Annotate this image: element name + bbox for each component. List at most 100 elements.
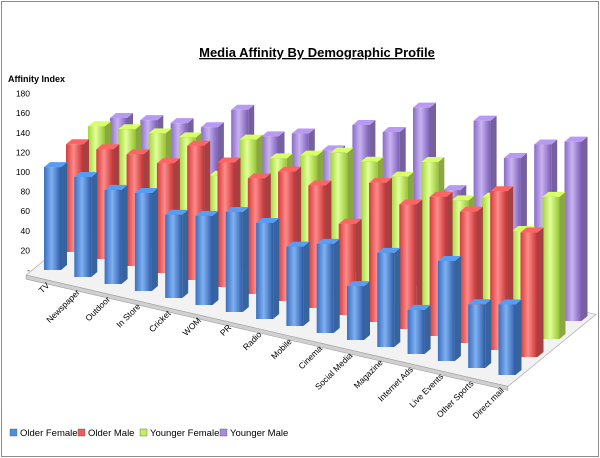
bar-front [399, 204, 417, 329]
bar-top [451, 195, 475, 201]
y-tick-label: 40 [21, 226, 31, 236]
bar [520, 227, 544, 357]
bar [74, 172, 98, 277]
category-label: Social Media [313, 350, 355, 392]
bar-top [369, 177, 392, 183]
bar-top [564, 136, 588, 142]
bar [134, 188, 158, 291]
bar-top [352, 120, 376, 125]
bar [399, 199, 423, 329]
bar-top [330, 147, 354, 153]
bar-front [104, 189, 122, 284]
category-label: Other Sports [434, 378, 475, 419]
legend-swatch [139, 428, 148, 437]
bar-top [66, 139, 89, 145]
bar-front [468, 304, 486, 368]
bar-top [338, 218, 362, 224]
bar-top [140, 115, 164, 121]
bar [407, 304, 431, 354]
bar-top [247, 173, 271, 179]
bar-side [333, 238, 340, 333]
bar-top [391, 171, 414, 177]
bar-front [256, 222, 274, 319]
legend: Older Female Older Male Younger Female Youn… [9, 428, 288, 439]
bar-front [564, 141, 582, 321]
bar-side [537, 227, 544, 357]
bar [104, 184, 128, 284]
bar-side [454, 256, 461, 361]
legend-swatch [219, 428, 228, 437]
bar-front [225, 212, 243, 312]
bars-layer [44, 102, 588, 375]
bar-top [542, 191, 566, 197]
bar-front [542, 196, 560, 339]
bar-front [520, 232, 538, 357]
bar-front [437, 261, 455, 361]
bar-top [200, 122, 224, 128]
bar-top [316, 238, 340, 244]
category-label: Live Events [407, 371, 445, 409]
bar [542, 191, 566, 339]
bar-side [273, 217, 280, 319]
bar-top [468, 299, 492, 305]
category-label: Cinema [296, 343, 324, 371]
bar-side [485, 299, 492, 368]
bar-side [242, 207, 249, 312]
bar-top [165, 209, 189, 215]
bar-front [195, 215, 213, 305]
bar-side [424, 304, 431, 354]
y-tick-label: - [27, 265, 30, 275]
bar-side [515, 299, 522, 375]
legend-label: Older Female [20, 428, 78, 439]
bar-top [413, 102, 436, 108]
bar-top [195, 210, 219, 216]
bar-front [286, 246, 304, 326]
bar-side [559, 191, 566, 339]
bar [564, 136, 588, 321]
bar-top [534, 139, 558, 145]
y-tick-label: 100 [16, 167, 30, 177]
bar-top [110, 113, 133, 118]
bar-top [261, 131, 285, 137]
bar-front [498, 304, 516, 375]
bar-side [61, 162, 67, 270]
y-tick-label: 140 [16, 128, 30, 138]
bar-top [399, 199, 423, 205]
bar-front [74, 177, 92, 277]
bar-side [416, 199, 423, 329]
axis-layer: - 20 40 60 80 100 120 140 160 180 [16, 89, 30, 275]
y-axis-label: Affinity Index [8, 74, 65, 84]
bar-top [187, 140, 211, 146]
bar [498, 299, 522, 375]
bar-top [217, 157, 241, 163]
bar-side [364, 281, 370, 340]
bar [256, 217, 280, 319]
bar-side [212, 210, 219, 305]
bar-side [182, 209, 189, 298]
bar-side [394, 247, 401, 347]
bar-top [360, 156, 384, 162]
bar [377, 247, 401, 347]
bar-top [286, 241, 310, 247]
y-tick-label: 180 [16, 89, 30, 99]
legend-label: Younger Female [150, 428, 219, 439]
bar-top [382, 127, 406, 132]
bar-side [91, 172, 98, 277]
chart-floor-edge [25, 274, 509, 391]
category-label: Internet Ads [376, 364, 415, 403]
y-tick-label: 80 [21, 187, 31, 197]
bar [165, 209, 189, 298]
bar [44, 162, 67, 270]
bar [195, 210, 219, 305]
category-label: Direct mail [470, 385, 506, 421]
bar-top [490, 186, 514, 192]
bar-top [421, 157, 445, 163]
bar-top [74, 172, 98, 178]
bar-top [291, 128, 315, 134]
bar-top [498, 299, 522, 305]
bar [286, 241, 310, 326]
category-label: Magazine [352, 357, 385, 390]
bar-front [316, 243, 334, 333]
bar-top [407, 304, 431, 310]
